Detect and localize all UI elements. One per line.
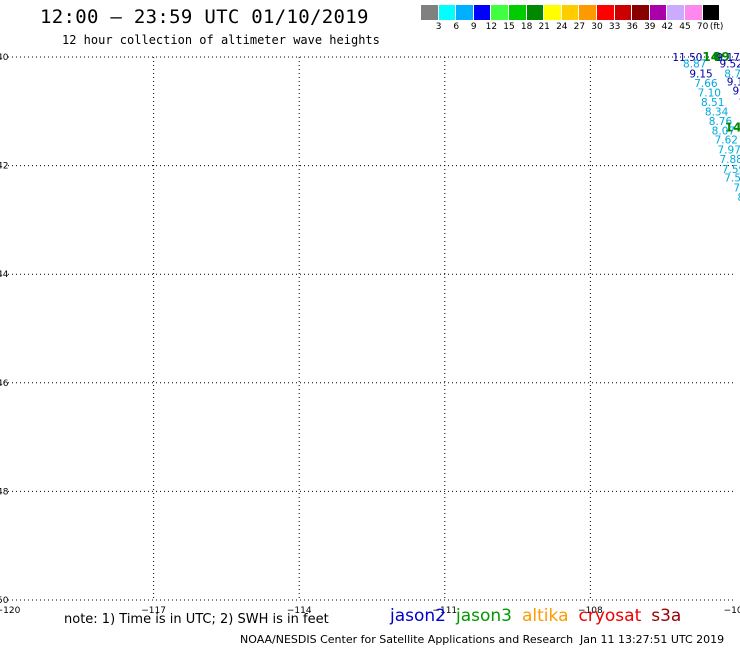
- wave-height-observation: 7.66: [694, 78, 718, 90]
- wave-height-observation: 8.07: [712, 125, 735, 137]
- legend-tick-label: 39: [644, 22, 656, 32]
- legend-swatch: [508, 5, 527, 20]
- wave-height-observation: 8.87: [683, 59, 706, 71]
- legend-swatch: [596, 5, 615, 20]
- longitude-label: −114: [287, 606, 312, 616]
- wave-height-observation: 9: [739, 95, 740, 107]
- longitude-label: −108: [578, 606, 603, 616]
- legend-tick-label: 36: [626, 22, 638, 32]
- wave-height-observation: 9.15: [689, 68, 712, 80]
- wave-height-observation: 09: [713, 50, 730, 64]
- wave-height-observation: 8: [738, 192, 740, 204]
- latitude-label: 42: [0, 162, 8, 172]
- wave-height-observation: 7.56: [724, 173, 740, 185]
- longitude-label: −105: [724, 606, 740, 616]
- latitude-label: 46: [0, 379, 9, 389]
- latitude-labels: 40 42 44 46 48 50: [0, 53, 9, 606]
- wave-height-observation: 9.17: [717, 52, 740, 64]
- longitude-labels: −120 −117 −114 −111 −108 −105: [0, 606, 740, 616]
- satellite-s3a: s3a: [651, 606, 682, 626]
- wave-height-observation: 11.50: [672, 52, 702, 64]
- legend-tick-label: 6: [453, 22, 460, 32]
- latitude-label: 40: [0, 53, 9, 63]
- legend-swatch: [614, 5, 633, 20]
- wave-height-observation: 9.2: [733, 86, 740, 98]
- wave-height-observation: 7.59: [722, 164, 740, 176]
- satellite-legend: jason2 jason3 altika cryosat s3a: [390, 606, 681, 626]
- wave-height-observation: 8.76: [709, 116, 733, 128]
- legend-swatch: [561, 5, 580, 20]
- longitude-label: −120: [0, 606, 21, 616]
- wave-height-observation: 7.88: [719, 154, 740, 166]
- satellite-cryosat: cryosat: [578, 606, 642, 626]
- legend-tick-label: 9: [470, 22, 477, 32]
- observation-labels: 11.5014099.178.879.529.158.757.669.167.1…: [672, 50, 740, 204]
- wave-height-observation: 7.97: [718, 144, 740, 156]
- longitude-label: −117: [141, 606, 166, 616]
- legend-tick-label: 18: [520, 22, 533, 32]
- legend-tick-labels: 3 6 9 12 15 18 21 24 27 30 33 36 39 42 45 70 (ft): [421, 20, 738, 34]
- credit-line: NOAA/NESDIS Center for Satellite Applica…: [240, 633, 574, 646]
- legend-swatch: [649, 5, 668, 20]
- wave-height-observation: 7.10: [698, 87, 721, 99]
- generated-timestamp: Jan 11 13:27:51 UTC 2019: [580, 633, 725, 646]
- wave-height-observation: 14: [725, 121, 740, 135]
- wave-height-observation: 7.62: [715, 135, 738, 147]
- legend-swatch: [491, 5, 509, 20]
- legend-tick-label: 15: [503, 22, 515, 32]
- wave-height-observation: 9.52: [719, 59, 740, 71]
- legend-tick-label: 27: [573, 22, 586, 32]
- legend-tick-label: 70: [696, 22, 709, 32]
- satellite-jason2: jason2: [390, 606, 446, 626]
- legend-swatch: [667, 5, 685, 20]
- legend-tick-label: 3: [435, 22, 442, 32]
- wave-height-observation: 8.34: [705, 106, 729, 118]
- wave-height-observation: 9.16: [727, 76, 740, 88]
- legend-swatch: [579, 5, 597, 20]
- satellite-jason3: jason3: [456, 606, 512, 626]
- latitude-label: 44: [0, 270, 9, 280]
- legend-tick-label: 33: [608, 22, 621, 32]
- legend-swatch: [632, 5, 650, 20]
- map-grid: [8, 56, 736, 601]
- wave-height-observation: 7.: [733, 182, 740, 194]
- legend-swatch: [526, 5, 545, 20]
- longitude-label: −111: [432, 606, 457, 616]
- legend-tick-label: 21: [538, 22, 550, 32]
- legend-swatch: [544, 5, 562, 20]
- latitude-label: 50: [0, 596, 9, 606]
- legend-swatch: [456, 5, 474, 20]
- legend-tick-label: 24: [556, 22, 568, 32]
- legend-swatch: [473, 5, 492, 20]
- legend-swatch: [684, 5, 703, 20]
- legend-tick-label: 42: [661, 22, 674, 32]
- wave-height-observation: 14: [702, 50, 719, 64]
- legend-swatch: [702, 5, 721, 20]
- wave-height-observation: 8.75: [724, 68, 740, 80]
- legend-tick-label: 30: [591, 22, 603, 32]
- legend-tick-label: 45: [679, 22, 691, 32]
- page-title: 12:00 – 23:59 UTC 01/10/2019: [40, 6, 369, 28]
- wave-height-color-legend: 3 6 9 12 15 18 21 24 27 30 33 36 39 42 45 70 (ft): [421, 5, 738, 35]
- legend-swatch: [438, 5, 457, 20]
- page-subtitle: 12 hour collection of altimeter wave hei…: [62, 33, 380, 47]
- legend-unit: (ft): [709, 22, 724, 32]
- legend-tick-label: 12: [485, 22, 498, 32]
- wave-height-observation: 8.51: [701, 97, 724, 109]
- legend-swatches: [421, 5, 738, 20]
- units-note: note: 1) Time is in UTC; 2) SWH is in fe…: [64, 612, 329, 627]
- latitude-label: 48: [0, 487, 9, 497]
- legend-swatch: [421, 5, 439, 20]
- satellite-altika: altika: [522, 606, 569, 626]
